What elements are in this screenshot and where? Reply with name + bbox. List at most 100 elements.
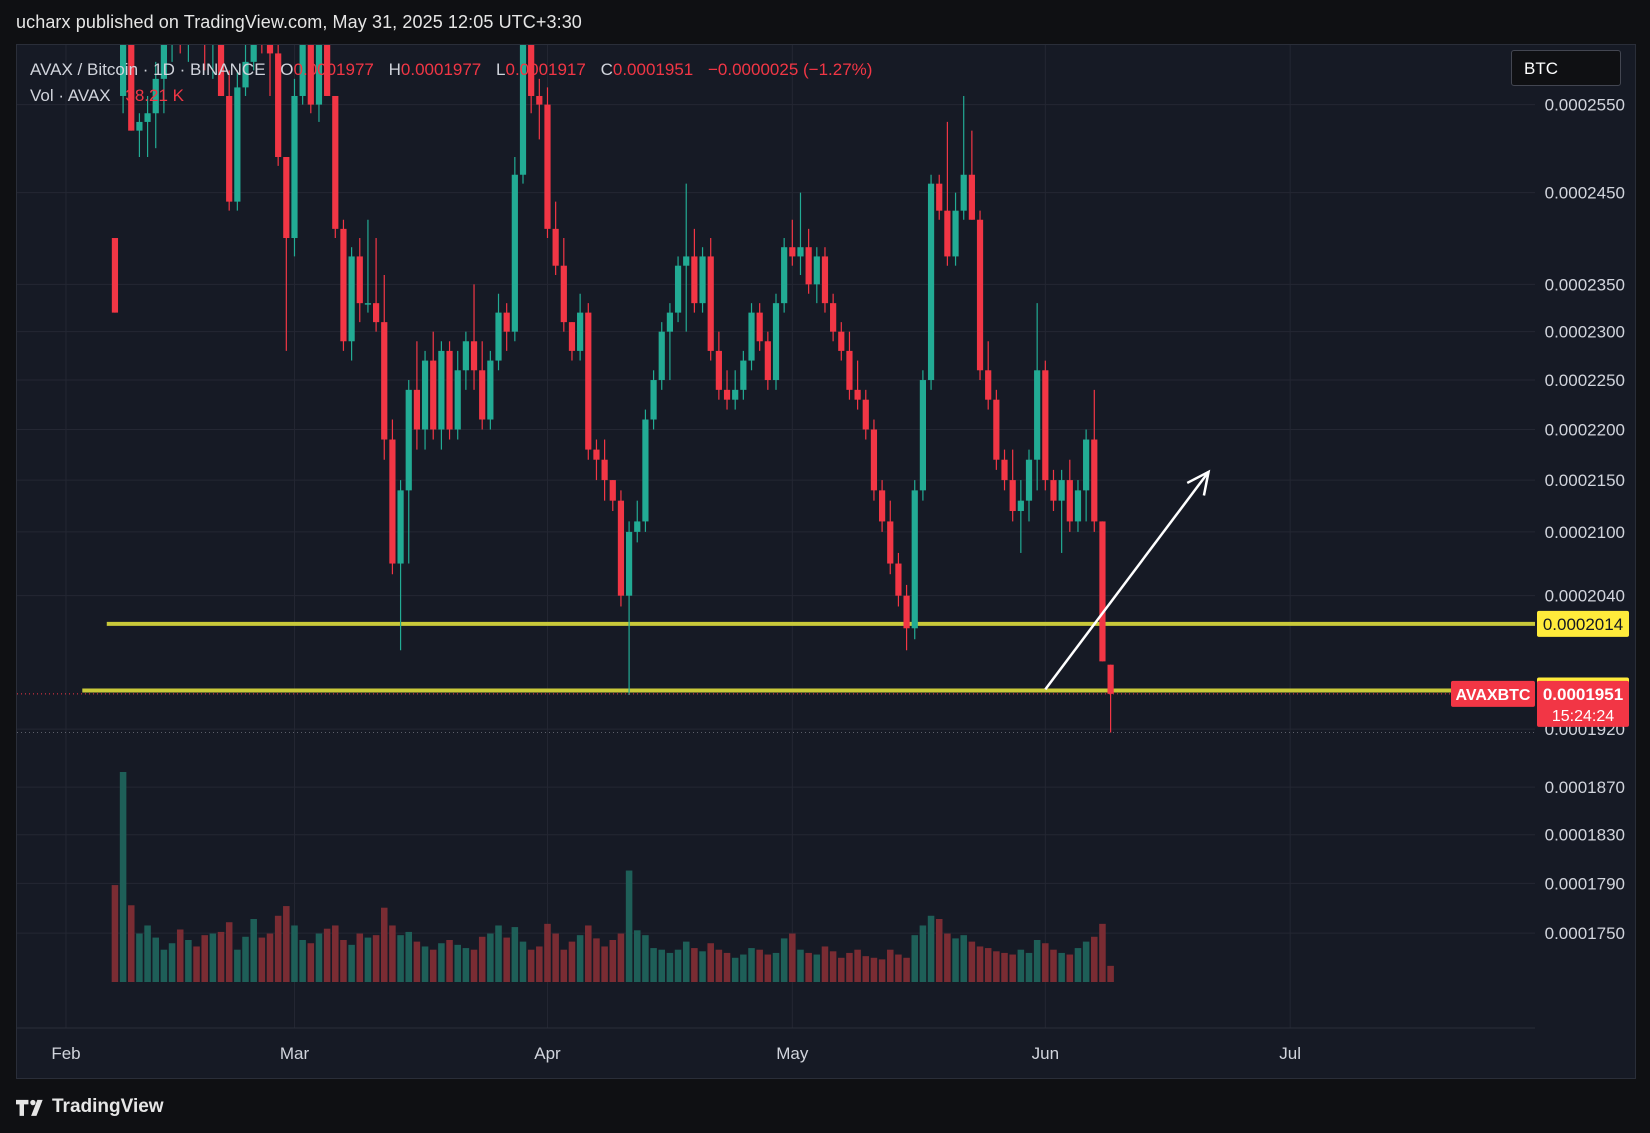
candle-body bbox=[944, 210, 951, 257]
volume-bar bbox=[1099, 923, 1106, 982]
volume-bar bbox=[258, 937, 266, 982]
candle-body bbox=[479, 370, 486, 420]
candle-body bbox=[838, 331, 845, 351]
candle-body bbox=[364, 303, 372, 305]
currency-button[interactable]: BTC bbox=[1511, 50, 1621, 86]
candle-body bbox=[830, 303, 837, 332]
candle-body bbox=[650, 380, 657, 420]
y-axis-tick-label: 0.0002450 bbox=[1545, 184, 1625, 203]
candle-body bbox=[691, 256, 698, 304]
volume-bar bbox=[470, 949, 478, 982]
candle-body bbox=[152, 78, 159, 114]
candle-body bbox=[381, 322, 388, 440]
candle-body bbox=[315, 45, 323, 105]
candle-body bbox=[674, 265, 682, 313]
candle-body bbox=[275, 53, 282, 157]
footer-brand: TradingView bbox=[52, 1096, 164, 1117]
volume-bar bbox=[699, 951, 706, 982]
x-axis-tick-label: Mar bbox=[280, 1044, 310, 1063]
volume-bar bbox=[348, 944, 355, 982]
tradingview-footer[interactable]: TradingView bbox=[16, 1096, 164, 1118]
x-axis-tick-label: Apr bbox=[534, 1044, 561, 1063]
volume-bar bbox=[576, 935, 584, 982]
volume-bar bbox=[650, 948, 657, 982]
volume-bar bbox=[380, 907, 388, 982]
volume-bar bbox=[691, 948, 698, 982]
candle-body bbox=[985, 370, 992, 400]
trend-arrow-line[interactable] bbox=[1044, 471, 1210, 691]
volume-bar bbox=[332, 925, 339, 982]
volume-bar bbox=[731, 957, 739, 982]
volume-bar bbox=[952, 938, 959, 982]
volume-bar bbox=[609, 940, 617, 982]
volume-bar bbox=[160, 949, 168, 982]
candle-body bbox=[536, 95, 543, 105]
price-chart[interactable]: 0.0002550 0.0002450 0.0002350 0.0002300 0.00… bbox=[17, 45, 1635, 1078]
candle-body bbox=[878, 490, 886, 522]
candle-body bbox=[266, 45, 274, 54]
candle-body bbox=[625, 531, 633, 596]
volume-bar bbox=[209, 933, 217, 982]
candle-body bbox=[128, 45, 135, 131]
volume-bar bbox=[217, 931, 225, 982]
volume-bar bbox=[242, 936, 249, 982]
candle-body bbox=[1042, 370, 1049, 481]
candle-body bbox=[903, 595, 910, 629]
candle-body bbox=[495, 312, 502, 361]
volume-bar bbox=[283, 906, 290, 982]
volume-bar bbox=[527, 949, 535, 982]
candle-body bbox=[421, 360, 429, 430]
volume-bar bbox=[895, 954, 902, 982]
volume-bar bbox=[429, 949, 437, 982]
candle-body bbox=[772, 303, 780, 381]
candle-body bbox=[854, 389, 861, 400]
volume-bar bbox=[299, 940, 306, 982]
trend-arrow-head bbox=[1186, 469, 1211, 496]
candle-body bbox=[1009, 480, 1016, 512]
candle-body bbox=[593, 449, 600, 460]
candle-body bbox=[976, 219, 984, 371]
candle-body bbox=[430, 360, 437, 430]
candle-body bbox=[1099, 521, 1106, 662]
volume-bar bbox=[1058, 952, 1065, 982]
candle-body bbox=[789, 247, 796, 257]
candle-body bbox=[283, 156, 290, 239]
volume-bar bbox=[960, 935, 967, 982]
volume-bar bbox=[854, 949, 861, 982]
volume-bar bbox=[111, 885, 119, 982]
candle-body bbox=[764, 341, 771, 381]
candle-body bbox=[577, 312, 584, 351]
chart-legend: AVAX / Bitcoin · 1D · BINANCE O0.0001977… bbox=[30, 57, 872, 109]
bar-countdown: 15:24:24 bbox=[1552, 708, 1614, 725]
legend-volume-label[interactable]: Vol · AVAX bbox=[30, 86, 111, 105]
y-axis-tick-label: 0.0002550 bbox=[1545, 96, 1625, 115]
candle-body bbox=[927, 183, 935, 381]
candle-body bbox=[1074, 490, 1082, 522]
candle-body bbox=[1025, 459, 1033, 501]
volume-bar bbox=[291, 925, 298, 982]
candle-body bbox=[226, 95, 233, 202]
volume-bar bbox=[201, 935, 208, 982]
legend-symbol[interactable]: AVAX / Bitcoin · 1D · BINANCE bbox=[30, 60, 266, 79]
volume-bar bbox=[568, 941, 576, 982]
candle-body bbox=[960, 174, 967, 211]
y-axis-tick-label: 0.0002350 bbox=[1545, 275, 1625, 294]
volume-bar bbox=[250, 919, 257, 982]
candle-body bbox=[470, 341, 478, 371]
volume-bar bbox=[340, 940, 347, 982]
volume-bar bbox=[927, 915, 935, 982]
volume-bar bbox=[886, 949, 894, 982]
publisher-line: ucharx published on TradingView.com, May… bbox=[16, 12, 582, 32]
volume-bar bbox=[1017, 949, 1025, 982]
candle-body bbox=[519, 45, 527, 175]
chart-panel[interactable]: 0.0002550 0.0002450 0.0002350 0.0002300 0.00… bbox=[16, 44, 1636, 1079]
candle-body bbox=[332, 95, 339, 229]
volume-bar bbox=[1066, 954, 1074, 982]
volume-bar bbox=[185, 940, 192, 982]
volume-bar bbox=[1082, 941, 1090, 982]
volume-bar bbox=[919, 925, 927, 982]
candle-body bbox=[111, 238, 119, 313]
volume-bar bbox=[544, 923, 551, 982]
candle-body bbox=[699, 256, 706, 304]
legend-ohlc-row: AVAX / Bitcoin · 1D · BINANCE O0.0001977… bbox=[30, 57, 872, 83]
